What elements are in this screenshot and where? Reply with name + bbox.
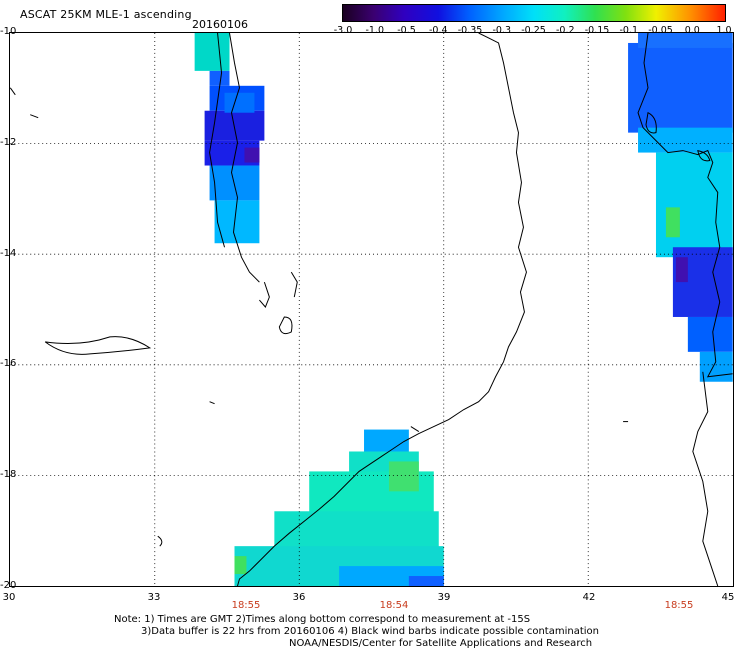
lon-tick-label: 30 bbox=[2, 592, 16, 603]
colorbar-label: -0.05 bbox=[648, 25, 673, 36]
time-label: 18:54 bbox=[379, 600, 409, 611]
colorbar-label: -0.35 bbox=[457, 25, 483, 36]
lat-tick-label: -14 bbox=[0, 247, 17, 259]
lat-tick-label: -20 bbox=[0, 580, 17, 591]
note-line-1: Note: 1) Times are GMT 2)Times along bot… bbox=[114, 614, 531, 625]
map-date: 20160106 bbox=[192, 18, 248, 31]
coastlines bbox=[10, 33, 733, 586]
colorbar bbox=[342, 4, 726, 22]
note-line-2: 3)Data buffer is 22 hrs from 20160106 4)… bbox=[141, 626, 599, 637]
lon-tick-label: 42 bbox=[582, 592, 596, 603]
lon-tick-label: 36 bbox=[292, 592, 306, 603]
lat-tick-label: -18 bbox=[0, 469, 17, 481]
map-panel bbox=[9, 32, 734, 587]
lon-tick-label: 33 bbox=[147, 592, 161, 603]
colorbar-label: -0.15 bbox=[584, 25, 610, 36]
time-label: 18:55 bbox=[664, 600, 694, 611]
swath-north-west bbox=[194, 33, 265, 244]
swath-east bbox=[628, 33, 733, 382]
colorbar-label: -0.1 bbox=[619, 25, 639, 36]
map-title: ASCAT 25KM MLE-1 ascending bbox=[20, 8, 192, 21]
lat-tick-label: -12 bbox=[0, 136, 17, 148]
time-label: 18:55 bbox=[231, 600, 261, 611]
colorbar-label: -0.3 bbox=[492, 25, 512, 36]
colorbar-label: -0.2 bbox=[555, 25, 575, 36]
colorbar-label: -0.4 bbox=[428, 25, 448, 36]
lat-tick-label: -10 bbox=[0, 26, 17, 37]
lon-tick-label: 45 bbox=[721, 592, 735, 603]
colorbar-label: -0.25 bbox=[521, 25, 546, 36]
colorbar-label: -3.0 bbox=[333, 25, 353, 36]
swath-south bbox=[234, 429, 444, 586]
lat-tick-label: -16 bbox=[0, 358, 17, 370]
gridlines bbox=[10, 33, 733, 586]
colorbar-label: -0.5 bbox=[397, 25, 416, 36]
colorbar-label: 0.0 bbox=[684, 25, 700, 36]
colorbar-label: 1.0 bbox=[716, 25, 732, 36]
note-line-3: NOAA/NESDIS/Center for Satellite Applica… bbox=[289, 638, 593, 649]
lon-tick-label: 39 bbox=[437, 592, 451, 603]
colorbar-label: -1.0 bbox=[365, 25, 385, 36]
